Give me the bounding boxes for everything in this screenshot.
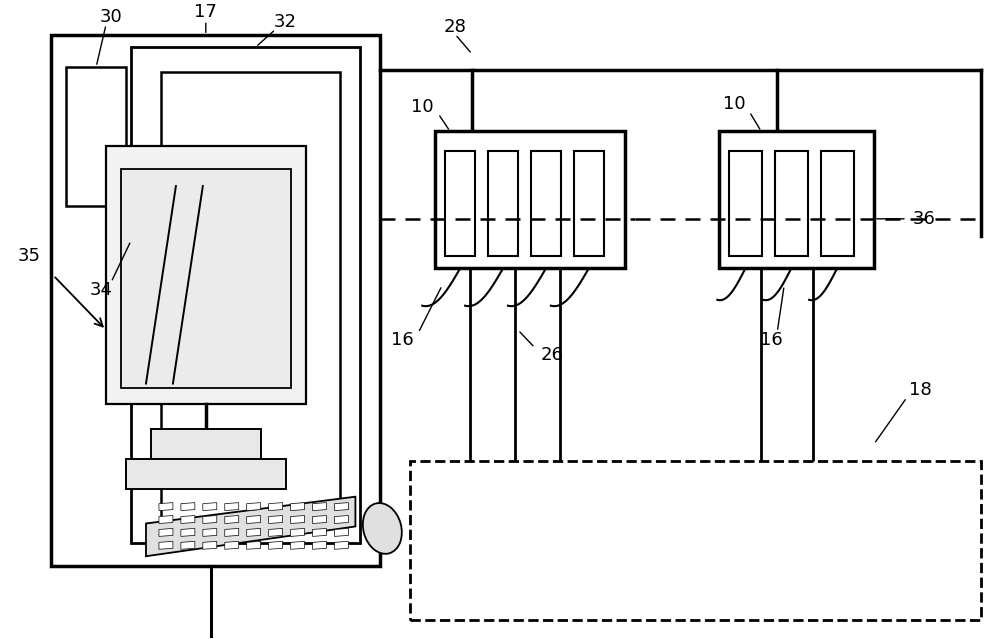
- Polygon shape: [247, 528, 261, 536]
- Polygon shape: [334, 541, 348, 550]
- Polygon shape: [181, 516, 195, 523]
- Bar: [51, 35, 380, 566]
- Polygon shape: [203, 541, 217, 550]
- Text: 10: 10: [411, 98, 434, 116]
- Text: 35: 35: [18, 247, 41, 265]
- Bar: [151, 429, 261, 461]
- Polygon shape: [291, 503, 305, 511]
- Bar: [821, 151, 854, 256]
- Polygon shape: [181, 541, 195, 550]
- Polygon shape: [269, 541, 283, 550]
- Text: 10: 10: [723, 95, 746, 112]
- Polygon shape: [269, 528, 283, 536]
- Text: 18: 18: [909, 380, 932, 399]
- Bar: [435, 132, 625, 268]
- Polygon shape: [203, 503, 217, 511]
- Polygon shape: [247, 516, 261, 523]
- Text: 16: 16: [760, 331, 783, 349]
- Polygon shape: [181, 528, 195, 536]
- Polygon shape: [159, 516, 173, 523]
- Text: 16: 16: [391, 331, 414, 349]
- Polygon shape: [269, 503, 283, 511]
- Text: 34: 34: [90, 281, 113, 299]
- Polygon shape: [159, 528, 173, 536]
- Polygon shape: [159, 503, 173, 511]
- Bar: [161, 72, 340, 523]
- Bar: [445, 151, 475, 256]
- Polygon shape: [225, 516, 239, 523]
- Polygon shape: [181, 503, 195, 511]
- Polygon shape: [225, 503, 239, 511]
- Polygon shape: [313, 503, 326, 511]
- Bar: [775, 151, 808, 256]
- Text: 28: 28: [444, 19, 467, 36]
- Bar: [121, 169, 291, 387]
- Polygon shape: [291, 541, 305, 550]
- Polygon shape: [203, 528, 217, 536]
- Bar: [729, 151, 762, 256]
- Text: 17: 17: [194, 3, 217, 21]
- Bar: [131, 47, 360, 543]
- Polygon shape: [269, 516, 283, 523]
- Polygon shape: [291, 528, 305, 536]
- Polygon shape: [225, 541, 239, 550]
- Polygon shape: [247, 541, 261, 550]
- Polygon shape: [313, 528, 326, 536]
- Polygon shape: [334, 503, 348, 511]
- Polygon shape: [291, 516, 305, 523]
- Bar: [126, 459, 286, 489]
- Bar: [488, 151, 518, 256]
- Polygon shape: [203, 516, 217, 523]
- Text: 36: 36: [912, 210, 935, 228]
- Text: 30: 30: [100, 8, 122, 26]
- Bar: [410, 461, 981, 620]
- Bar: [574, 151, 604, 256]
- Ellipse shape: [363, 503, 402, 554]
- Polygon shape: [313, 516, 326, 523]
- Polygon shape: [334, 528, 348, 536]
- Bar: [531, 151, 561, 256]
- Polygon shape: [159, 541, 173, 550]
- Bar: [719, 132, 874, 268]
- Text: 26: 26: [540, 346, 563, 364]
- Polygon shape: [313, 541, 326, 550]
- Bar: [106, 146, 306, 404]
- Text: 32: 32: [274, 13, 297, 31]
- Polygon shape: [146, 497, 355, 556]
- Polygon shape: [334, 516, 348, 523]
- Polygon shape: [247, 503, 261, 511]
- Polygon shape: [225, 528, 239, 536]
- Bar: [66, 67, 126, 206]
